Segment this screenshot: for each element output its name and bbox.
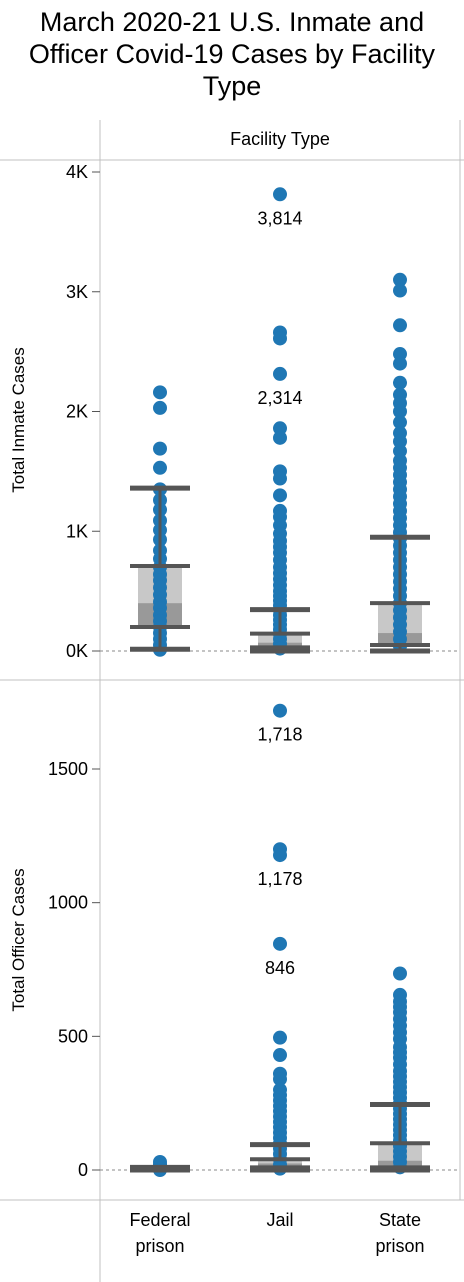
data-point xyxy=(153,441,167,456)
category-label: prison xyxy=(375,1236,424,1256)
y-tick-label: 0 xyxy=(78,1160,88,1180)
data-point xyxy=(273,1048,287,1063)
category-label: Jail xyxy=(266,1210,293,1230)
data-point xyxy=(273,430,287,445)
data-point xyxy=(273,331,287,346)
data-point xyxy=(153,400,167,415)
y-tick-label: 1500 xyxy=(48,759,88,779)
y-tick-label: 1K xyxy=(66,521,88,541)
data-point xyxy=(273,1072,287,1087)
data-point xyxy=(273,488,287,503)
y-tick-label: 4K xyxy=(66,162,88,182)
data-point xyxy=(393,347,407,362)
data-point xyxy=(273,936,287,951)
data-point xyxy=(273,471,287,486)
y-axis-title: Total Inmate Cases xyxy=(9,347,28,493)
data-point xyxy=(393,434,407,449)
data-point xyxy=(273,421,287,436)
data-point xyxy=(273,187,287,202)
data-label: 3,814 xyxy=(257,208,302,228)
data-point xyxy=(393,318,407,333)
data-point xyxy=(393,415,407,430)
y-axis-title: Total Officer Cases xyxy=(9,868,28,1011)
category-label: Federal xyxy=(129,1210,190,1230)
column-header: Facility Type xyxy=(230,129,330,149)
data-point xyxy=(273,703,287,718)
data-label: 1,178 xyxy=(257,869,302,889)
category-label: State xyxy=(379,1210,421,1230)
data-point xyxy=(393,283,407,298)
data-label: 846 xyxy=(265,958,295,978)
data-point xyxy=(153,385,167,400)
category-label: prison xyxy=(135,1236,184,1256)
y-tick-label: 1000 xyxy=(48,893,88,913)
data-label: 1,718 xyxy=(257,725,302,745)
data-label: 2,314 xyxy=(257,388,302,408)
data-point xyxy=(393,404,407,419)
chart-title: March 2020-21 U.S. Inmate and Officer Co… xyxy=(28,7,436,101)
y-tick-label: 2K xyxy=(66,402,88,422)
data-point xyxy=(153,460,167,475)
data-point xyxy=(393,375,407,390)
data-point xyxy=(393,356,407,371)
y-tick-label: 3K xyxy=(66,282,88,302)
data-point xyxy=(273,848,287,863)
data-point xyxy=(273,1030,287,1045)
data-point xyxy=(273,366,287,381)
data-point xyxy=(393,272,407,287)
y-tick-label: 0K xyxy=(66,641,88,661)
data-point xyxy=(393,966,407,981)
data-point xyxy=(393,444,407,459)
y-tick-label: 500 xyxy=(58,1026,88,1046)
